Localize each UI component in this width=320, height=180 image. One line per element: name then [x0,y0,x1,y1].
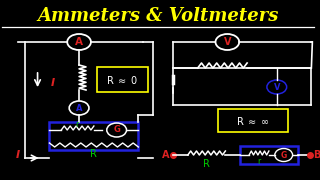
Text: A: A [162,150,170,160]
Text: I: I [50,78,54,88]
FancyBboxPatch shape [218,109,288,132]
Text: r: r [76,120,79,129]
Text: I: I [16,150,20,160]
Text: G: G [113,125,120,134]
Text: V: V [224,37,231,47]
Text: B: B [313,150,320,160]
Text: Ammeters & Voltmeters: Ammeters & Voltmeters [37,7,279,25]
Bar [240,146,298,164]
Text: R $\approx$ 0: R $\approx$ 0 [106,74,139,86]
Text: G: G [281,150,287,159]
Text: V: V [274,82,280,91]
Bar [49,122,138,150]
Text: A: A [75,37,83,47]
Text: A: A [76,103,82,112]
Text: R: R [91,149,97,159]
Text: R: R [203,159,210,169]
Text: R $\approx$ $\infty$: R $\approx$ $\infty$ [236,115,270,127]
FancyBboxPatch shape [97,66,148,91]
Text: r: r [257,156,260,165]
